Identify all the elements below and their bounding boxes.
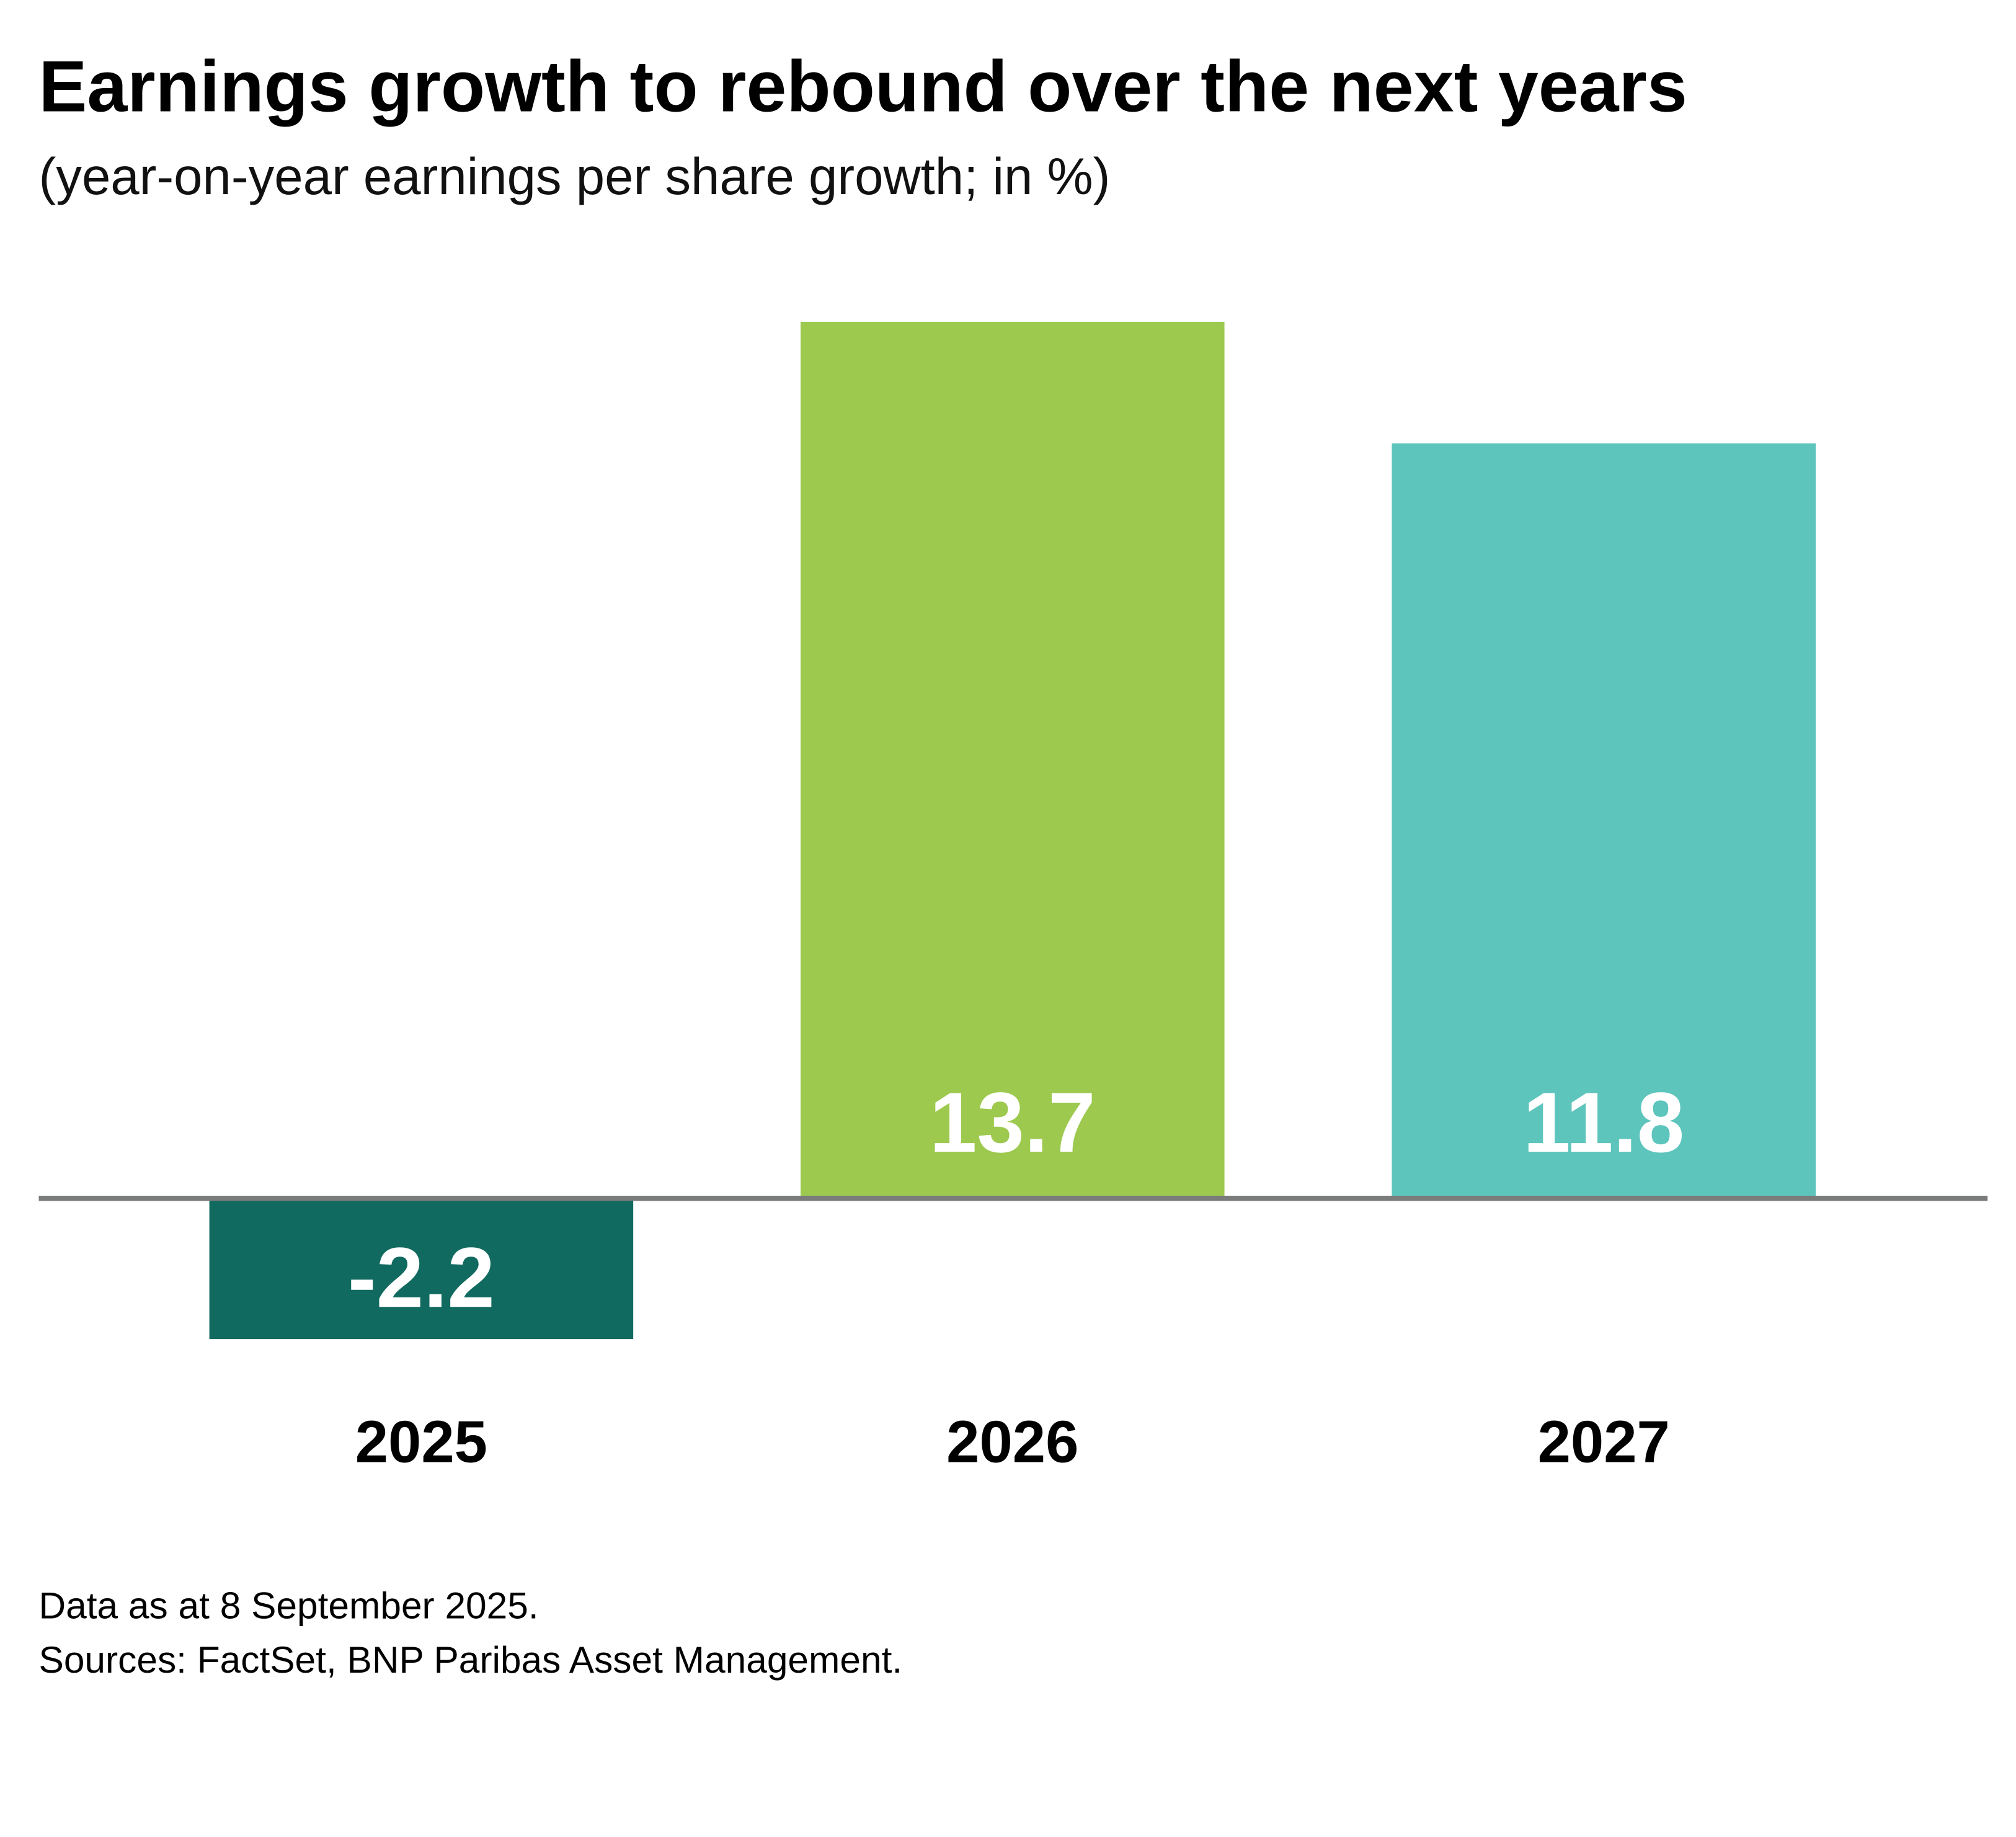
labels: -2.2 2025 13.7 2026 11.8 2027 xyxy=(348,1075,1684,1475)
bars xyxy=(209,321,1816,1340)
category-label-2025: 2025 xyxy=(355,1408,487,1475)
bar-2026 xyxy=(801,321,1225,1199)
chart-title: Earnings growth to rebound over the next… xyxy=(39,46,1687,127)
bar-2027 xyxy=(1392,443,1816,1199)
data-label-2025: -2.2 xyxy=(348,1230,495,1325)
category-label-2027: 2027 xyxy=(1538,1408,1670,1475)
chart-subtitle: (year-on-year earnings per share growth;… xyxy=(39,148,1111,205)
data-label-2026: 13.7 xyxy=(930,1075,1096,1170)
bar-2025 xyxy=(209,1198,634,1340)
category-label-2026: 2026 xyxy=(946,1408,1078,1475)
footnote-date: Data as at 8 September 2025. xyxy=(39,1584,539,1626)
data-label-2027: 11.8 xyxy=(1523,1075,1684,1170)
footnote-sources: Sources: FactSet, BNP Paribas Asset Mana… xyxy=(39,1639,903,1681)
